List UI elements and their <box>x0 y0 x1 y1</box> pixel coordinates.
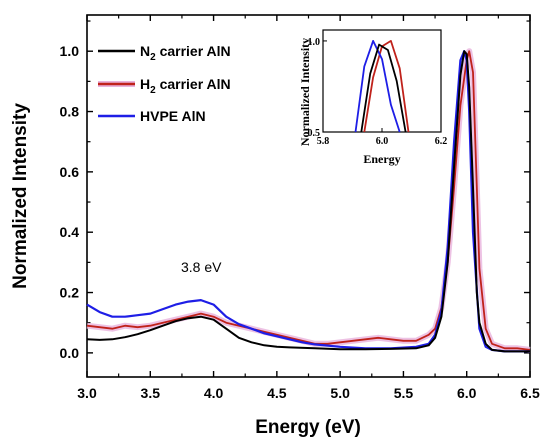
series-h2-line <box>86 50 531 351</box>
x-tick-label: 4.5 <box>267 385 287 401</box>
inset-axis-ticks: 5.8 6.0 6.2 0.5 1.0 <box>308 37 448 147</box>
y-axis-title: Normalized Intensity <box>10 103 31 289</box>
legend-label-hvpe: HVPE AlN <box>140 108 206 124</box>
x-tick-label: 4.0 <box>204 385 224 401</box>
main-axis-ticks: 3.0 3.5 4.0 4.5 5.0 5.5 6.0 6.5 0.0 0.2 0.4 0.6 0.8 1… <box>60 15 540 401</box>
x-tick-label: 5.5 <box>394 385 414 401</box>
x-tick-label: 3.0 <box>77 385 97 401</box>
inset-series-group <box>354 40 410 133</box>
x-tick-label: 6.0 <box>457 385 477 401</box>
inset-y-tick-label: 0.5 <box>308 128 321 139</box>
peak-annotation: 3.8 eV <box>181 259 222 275</box>
inset-y-tick-label: 1.0 <box>308 37 321 48</box>
series-hvpe-line <box>86 50 530 353</box>
y-tick-label: 0.0 <box>60 345 80 361</box>
inset-series-h2 <box>363 40 410 133</box>
inset-frame <box>322 29 442 133</box>
legend: N2 carrier AlN H2 carrier AlN HVPE AlN <box>98 43 231 124</box>
main-series-group <box>86 48 531 353</box>
y-tick-label: 0.6 <box>60 164 80 180</box>
inset-series-n2 <box>360 43 407 133</box>
inset-x-title: Energy <box>363 152 400 166</box>
inset-x-tick-label: 6.0 <box>376 136 389 147</box>
legend-label-h2: H2 carrier AlN <box>140 76 231 96</box>
y-tick-label: 1.0 <box>60 43 80 59</box>
x-tick-label: 3.5 <box>141 385 161 401</box>
y-tick-label: 0.8 <box>60 104 80 120</box>
series-n2-line <box>86 50 530 353</box>
x-axis-title: Energy (eV) <box>255 417 361 438</box>
legend-label-n2: N2 carrier AlN <box>140 43 231 63</box>
inset-x-tick-label: 5.8 <box>317 136 330 147</box>
y-tick-label: 0.4 <box>60 224 80 240</box>
inset-y-title: Normalized Intensity <box>298 38 312 146</box>
inset-chart: 5.8 6.0 6.2 0.5 1.0 Energy Normalized Intens… <box>298 29 448 166</box>
x-tick-label: 6.5 <box>520 385 540 401</box>
x-tick-label: 5.0 <box>330 385 350 401</box>
inset-x-tick-label: 6.2 <box>435 136 448 147</box>
y-tick-label: 0.2 <box>60 285 80 301</box>
